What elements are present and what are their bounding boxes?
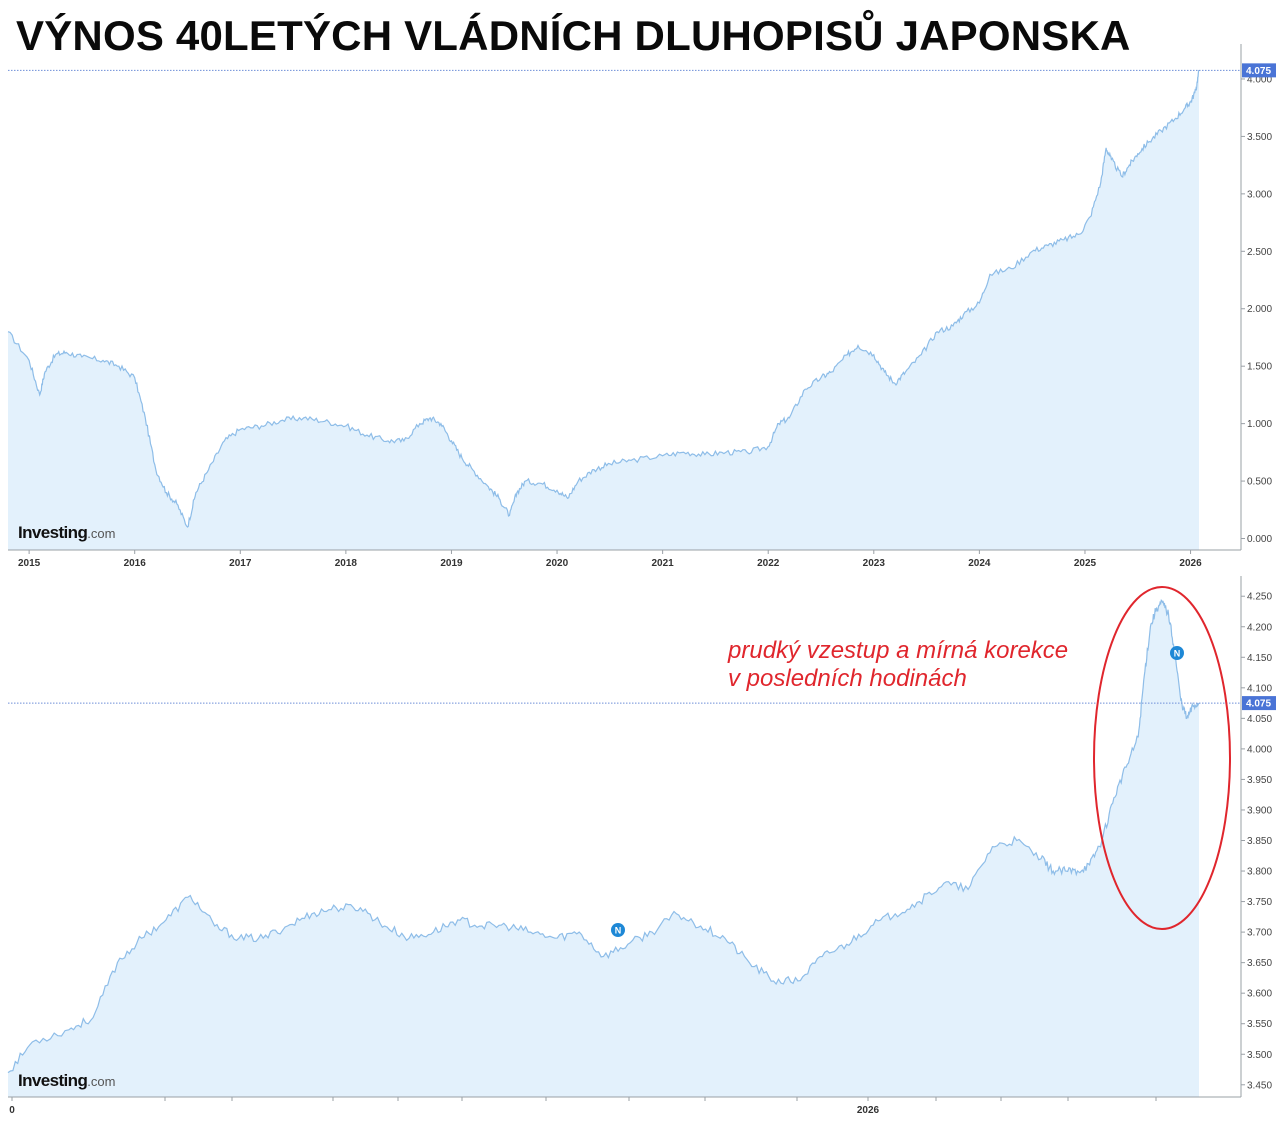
yield-area-fill <box>8 600 1199 1097</box>
last-price-tag-label: 4.075 <box>1246 699 1271 710</box>
news-marker-dot[interactable] <box>1170 646 1184 660</box>
news-marker[interactable]: N <box>1170 646 1184 660</box>
annotation-line-1: prudký vzestup a mírná korekce <box>727 637 1068 664</box>
last-price-tag: 4.075 <box>1242 63 1276 78</box>
last-price-tag-box <box>1242 63 1276 78</box>
x-tick-label: 2026 <box>857 1105 880 1116</box>
y-tick-labels: 3.450 3.500 3.550 3.600 3.650 3.700 3.750 3.800… <box>1241 592 1272 1091</box>
x-tick-label: 2022 <box>757 558 780 569</box>
x-tick-label: 2025 <box>1074 558 1097 569</box>
last-price-tag-box <box>1242 696 1276 711</box>
x-tick-label: 2020 <box>546 558 569 569</box>
x-minor-ticks <box>164 1097 1157 1101</box>
x-tick-label: 2016 <box>124 558 147 569</box>
x-tick-label: 0 <box>9 1105 15 1116</box>
y-tick-label: 3.950 <box>1247 775 1272 786</box>
y-tick-label: 4.200 <box>1247 622 1272 633</box>
long-term-yield-chart: 0.000 0.500 1.000 1.500 2.000 2.500 3.000 3.500… <box>7 44 1276 569</box>
yield-area-fill <box>8 70 1199 551</box>
x-tick-label: 2015 <box>18 558 41 569</box>
y-tick-label: 1.000 <box>1247 419 1272 430</box>
y-tick-label: 4.100 <box>1247 683 1272 694</box>
y-tick-label: 4.000 <box>1247 744 1272 755</box>
x-tick-labels: 0 2026 <box>9 1097 880 1116</box>
yield-series-line <box>7 69 1200 528</box>
y-tick-label: 4.050 <box>1247 714 1272 725</box>
highlight-ellipse <box>1093 586 1231 930</box>
y-tick-label: 0.500 <box>1247 477 1272 488</box>
y-tick-label: 3.000 <box>1247 189 1272 200</box>
y-tick-label: 1.500 <box>1247 362 1272 373</box>
logo-light: .com <box>87 1074 115 1089</box>
last-price-tag: 4.075 <box>1242 696 1276 711</box>
news-marker[interactable]: N <box>611 923 625 937</box>
news-marker-dot[interactable] <box>611 923 625 937</box>
y-tick-label: 3.800 <box>1247 867 1272 878</box>
y-tick-label: 3.700 <box>1247 928 1272 939</box>
logo-strong: Investing <box>18 1071 87 1090</box>
logo-text: Investing.com <box>18 1071 115 1090</box>
y-tick-labels: 0.000 0.500 1.000 1.500 2.000 2.500 3.000 3.500… <box>1241 74 1272 545</box>
x-tick-label: 2017 <box>229 558 252 569</box>
page-title: VÝNOS 40LETÝCH VLÁDNÍCH DLUHOPISŮ JAPONS… <box>16 12 1131 59</box>
x-tick-label: 2019 <box>440 558 463 569</box>
y-tick-label: 3.500 <box>1247 132 1272 143</box>
y-tick-label: 3.750 <box>1247 897 1272 908</box>
x-tick-label: 2023 <box>863 558 886 569</box>
y-tick-label: 3.850 <box>1247 836 1272 847</box>
x-tick-label: 2026 <box>1179 558 1202 569</box>
news-marker-label: N <box>615 926 622 936</box>
y-tick-label: 3.500 <box>1247 1050 1272 1061</box>
x-tick-label: 2021 <box>652 558 675 569</box>
short-term-yield-chart: 3.450 3.500 3.550 3.600 3.650 3.700 3.750 3.800… <box>7 576 1276 1116</box>
investing-logo: Investing.com <box>18 1071 115 1090</box>
y-tick-label: 3.600 <box>1247 989 1272 1000</box>
news-marker-label: N <box>1174 649 1181 659</box>
logo-strong: Investing <box>18 523 87 542</box>
y-tick-label: 4.150 <box>1247 653 1272 664</box>
last-price-tag-label: 4.075 <box>1246 66 1271 77</box>
x-tick-label: 2024 <box>968 558 991 569</box>
y-tick-label: 4.000 <box>1247 74 1272 85</box>
y-tick-label: 3.550 <box>1247 1019 1272 1030</box>
investing-logo: Investing.com <box>18 523 115 542</box>
logo-text: Investing.com <box>18 523 115 542</box>
yield-series-line <box>7 599 1200 1074</box>
y-tick-label: 4.250 <box>1247 592 1272 603</box>
y-tick-label: 3.650 <box>1247 958 1272 969</box>
y-tick-label: 3.450 <box>1247 1080 1272 1091</box>
y-tick-label: 3.900 <box>1247 805 1272 816</box>
logo-light: .com <box>87 526 115 541</box>
x-tick-label: 2018 <box>335 558 358 569</box>
y-tick-label: 2.500 <box>1247 247 1272 258</box>
y-tick-label: 0.000 <box>1247 534 1272 545</box>
x-tick-labels: 2015 2016 2017 2018 2019 2020 2021 2022 2023 2024… <box>18 550 1202 569</box>
y-tick-label: 2.000 <box>1247 304 1272 315</box>
annotation-line-2: v posledních hodinách <box>728 665 967 692</box>
